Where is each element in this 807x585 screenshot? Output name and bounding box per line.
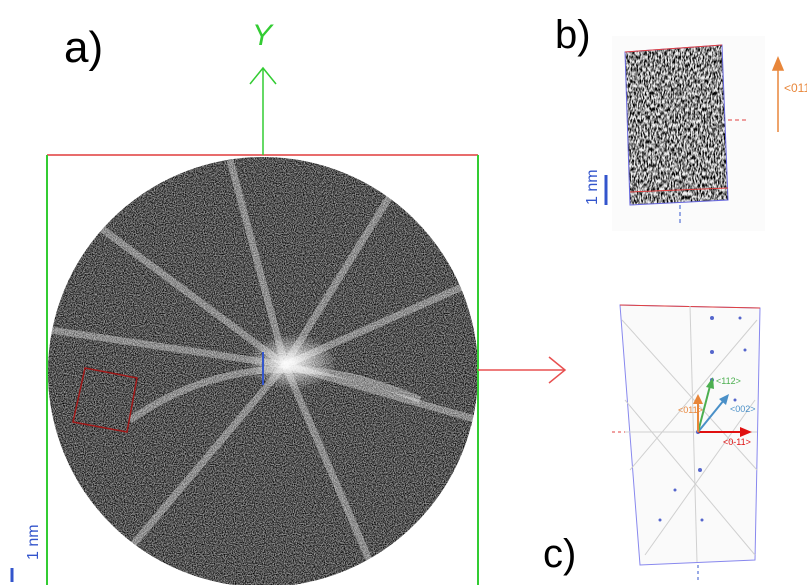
- roi-box: [72, 367, 138, 433]
- vector-label: <011>: [678, 405, 703, 415]
- box-edge: [624, 44, 723, 53]
- pattern-frame: [619, 304, 761, 566]
- y-arrow: [249, 66, 277, 155]
- panel-b: <011> b) 1 nm: [555, 13, 807, 231]
- panel-label: a): [64, 23, 103, 72]
- box-edge: [629, 187, 729, 193]
- pole: [247, 334, 337, 390]
- scale-label: 1 nm: [25, 524, 42, 560]
- zone-lines: [49, 159, 478, 585]
- x-arrow: [478, 356, 567, 384]
- panel-label: c): [543, 532, 576, 576]
- panel-a: Y a) 1 nm: [10, 19, 567, 585]
- direction-label: <011>: [784, 81, 807, 95]
- axis-label: Y: [252, 19, 274, 52]
- vector-label: <112>: [716, 376, 741, 386]
- panel-label: b): [555, 13, 591, 57]
- vector-label: <002>: [730, 404, 756, 414]
- kikuchi-lines: [621, 305, 758, 563]
- panel-c: <112> <002> <011> <0-11> c): [543, 304, 761, 580]
- atom-map: [625, 45, 728, 205]
- direction-arrow: [771, 56, 785, 132]
- vectors: [693, 377, 752, 437]
- vector-label: <0-11>: [723, 437, 751, 447]
- scale-label: 1 nm: [584, 169, 601, 205]
